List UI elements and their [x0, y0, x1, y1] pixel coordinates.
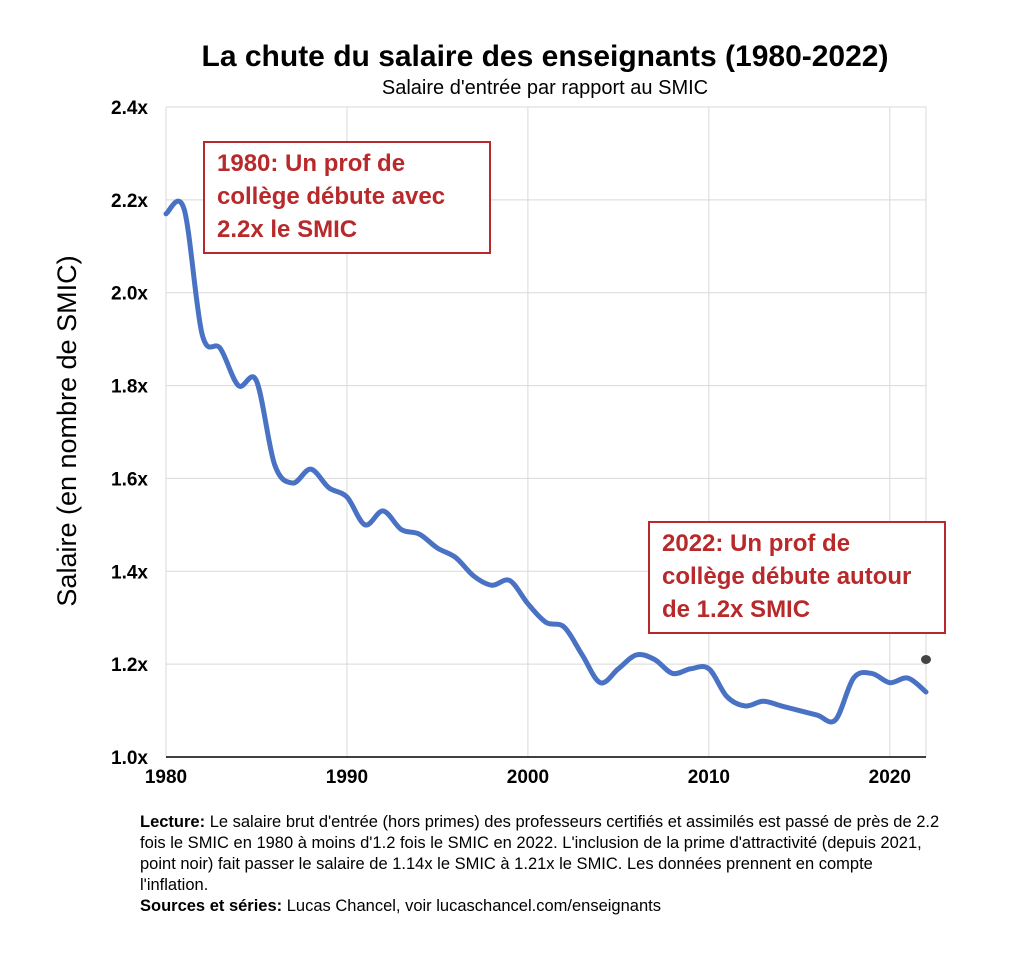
y-tick-label: 2.4x: [111, 98, 148, 119]
y-tick-label: 1.6x: [111, 469, 148, 490]
chart-subtitle: Salaire d'entrée par rapport au SMIC: [381, 77, 709, 99]
caption: Lecture: Le salaire brut d'entrée (hors …: [140, 812, 940, 917]
chart-title: La chute du salaire des enseignants (198…: [201, 40, 889, 73]
y-axis-label: Salaire (en nombre de SMIC): [52, 255, 82, 606]
x-tick-label: 2010: [688, 767, 730, 788]
y-tick-label: 1.8x: [111, 377, 148, 398]
prime-point: [921, 655, 931, 664]
x-tick-label: 1980: [145, 767, 187, 788]
caption-sources-label: Sources et séries:: [140, 897, 283, 915]
x-tick-label: 1990: [326, 767, 368, 788]
caption-sources-text: Lucas Chancel, voir lucaschancel.com/ens…: [282, 897, 661, 915]
x-tick-label: 2020: [869, 767, 911, 788]
annotation-2022: 2022: Un prof de collège débute autour d…: [648, 521, 946, 634]
series-line: [163, 198, 929, 725]
caption-lecture-text: Le salaire brut d'entrée (hors primes) d…: [140, 813, 940, 894]
axes: 1.0x 1.2x 1.4x 1.6x 1.8x 2.0x 2.2x 2.4x 1980 1990…: [111, 98, 926, 788]
line-chart: 1.0x 1.2x 1.4x 1.6x 1.8x 2.0x 2.2x 2.4x 1980 1990…: [52, 98, 931, 788]
caption-lecture-label: Lecture:: [140, 813, 206, 831]
annotation-1980: 1980: Un prof de collège débute avec 2.2…: [203, 141, 491, 254]
y-tick-label: 1.0x: [111, 748, 148, 769]
series-layer: [163, 198, 931, 725]
x-tick-label: 2000: [507, 767, 549, 788]
y-tick-label: 2.2x: [111, 191, 148, 212]
y-tick-label: 1.2x: [111, 655, 148, 676]
y-tick-label: 2.0x: [111, 284, 148, 305]
y-tick-label: 1.4x: [111, 562, 148, 583]
